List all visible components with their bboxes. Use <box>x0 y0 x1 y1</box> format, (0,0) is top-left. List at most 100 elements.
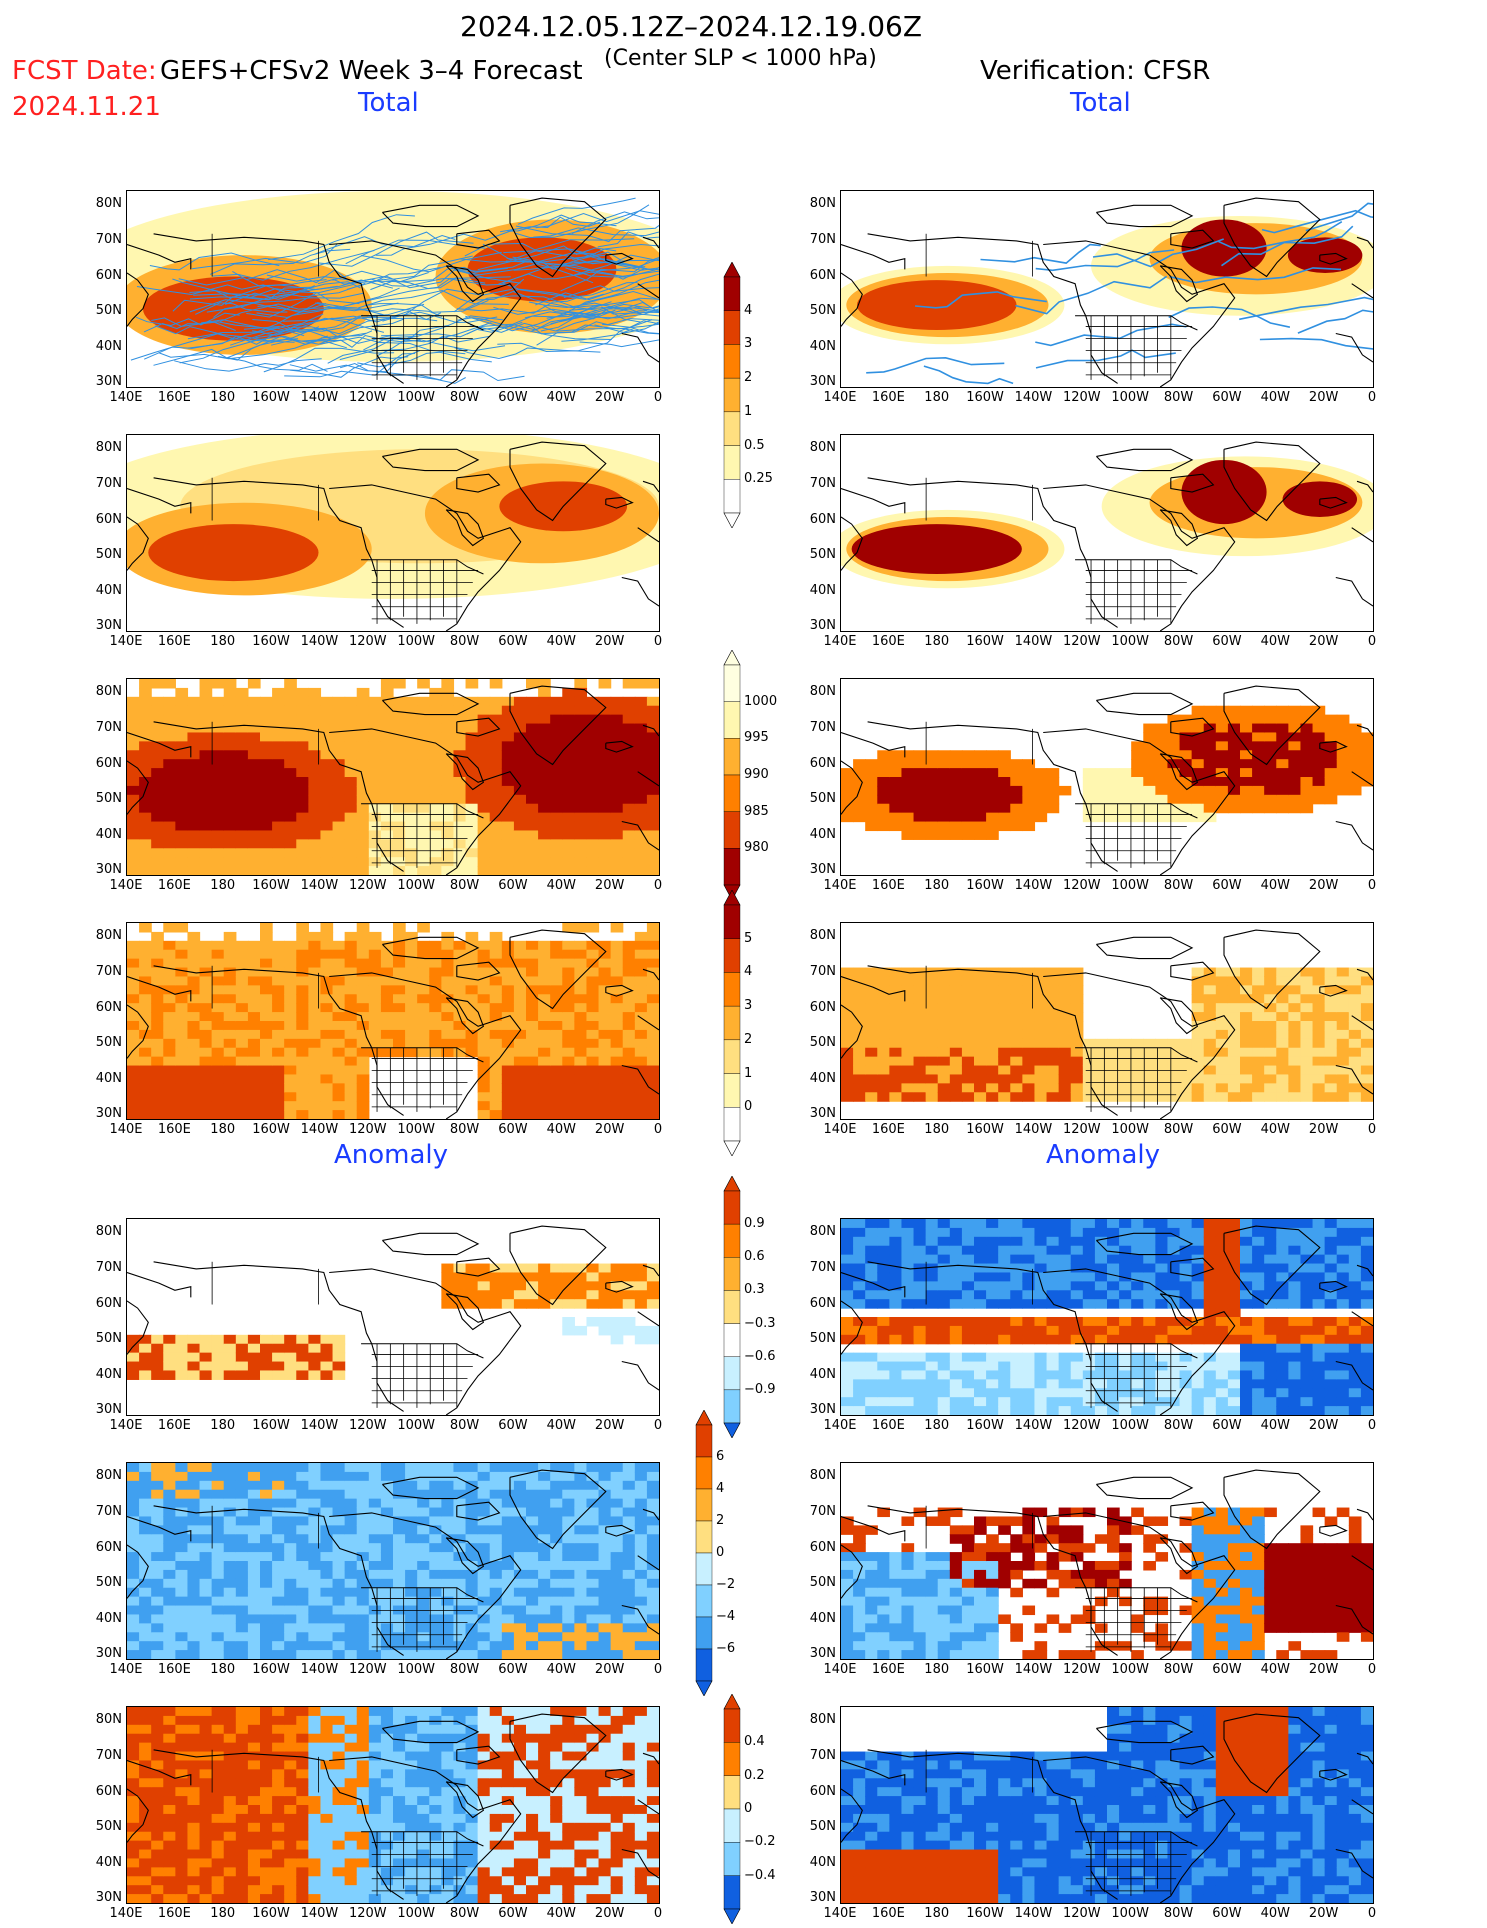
lon-tick: 180 <box>201 1662 245 1677</box>
lon-tick: 0 <box>636 1418 680 1433</box>
lon-tick: 100W <box>394 878 438 893</box>
lon-tick: 40W <box>539 634 583 649</box>
lon-tick: 20W <box>1302 1662 1346 1677</box>
duration-total-colorbar-label: 5 <box>744 931 752 946</box>
obs-duration-panel <box>840 922 1374 1120</box>
lon-tick: 80W <box>443 1418 487 1433</box>
duration-anom-colorbar-label: 0.2 <box>744 1768 765 1783</box>
lon-tick: 180 <box>915 1122 959 1137</box>
lon-tick: 140E <box>818 1662 862 1677</box>
lon-tick: 160W <box>249 1906 293 1921</box>
lon-tick: 120W <box>346 1906 390 1921</box>
lon-tick: 100W <box>394 634 438 649</box>
lon-tick: 140E <box>818 390 862 405</box>
lon-tick: 80W <box>1157 390 1201 405</box>
lon-tick: 120W <box>346 878 390 893</box>
duration-total-colorbar-label: 1 <box>744 1066 752 1081</box>
lon-tick: 160E <box>152 1122 196 1137</box>
lat-tick: 70N <box>802 1748 836 1763</box>
density-anom-colorbar-label: −0.9 <box>744 1382 776 1397</box>
lon-tick: 0 <box>1350 1662 1394 1677</box>
density-anom-colorbar-label: −0.6 <box>744 1349 776 1364</box>
lat-tick: 30N <box>88 1106 122 1121</box>
lon-tick: 60W <box>1205 1122 1249 1137</box>
lon-tick: 120W <box>1060 1418 1104 1433</box>
intensity-anom-colorbar-label: 4 <box>716 1481 724 1496</box>
grid-cells <box>127 679 659 875</box>
lon-tick: 0 <box>636 1906 680 1921</box>
lon-tick: 120W <box>1060 634 1104 649</box>
lat-tick: 70N <box>88 720 122 735</box>
lon-tick: 40W <box>539 1662 583 1677</box>
lat-tick: 80N <box>802 928 836 943</box>
lon-tick: 140E <box>818 1418 862 1433</box>
shading <box>841 216 1373 344</box>
fcst-date-value: 2024.11.21 <box>12 92 161 122</box>
lat-tick: 70N <box>88 232 122 247</box>
density-total-colorbar-label: 2 <box>744 370 752 385</box>
lon-tick: 20W <box>1302 634 1346 649</box>
lon-tick: 20W <box>588 390 632 405</box>
lon-tick: 20W <box>1302 1122 1346 1137</box>
lon-tick: 140E <box>818 634 862 649</box>
lon-tick: 160W <box>249 1662 293 1677</box>
lon-tick: 180 <box>201 1122 245 1137</box>
state-boundaries <box>212 1262 478 1408</box>
lon-tick: 120W <box>346 634 390 649</box>
lon-tick: 160W <box>963 390 1007 405</box>
lon-tick: 180 <box>915 634 959 649</box>
lon-tick: 100W <box>394 1122 438 1137</box>
lat-tick: 80N <box>802 1224 836 1239</box>
lat-tick: 60N <box>88 512 122 527</box>
lat-tick: 40N <box>88 1611 122 1626</box>
lon-tick: 80W <box>443 1662 487 1677</box>
lon-tick: 140E <box>818 878 862 893</box>
grid-cells <box>127 923 659 1119</box>
total-label-left: Total <box>358 88 419 118</box>
lat-tick: 60N <box>802 268 836 283</box>
lat-tick: 40N <box>802 1611 836 1626</box>
lat-tick: 30N <box>88 862 122 877</box>
lon-tick: 180 <box>201 878 245 893</box>
lon-tick: 140W <box>1011 1662 1055 1677</box>
intensity-total-colorbar-label: 990 <box>744 767 769 782</box>
lon-tick: 160E <box>866 878 910 893</box>
lat-tick: 30N <box>88 1402 122 1417</box>
lat-tick: 50N <box>88 303 122 318</box>
grid-cells <box>841 706 1373 840</box>
density-anom-colorbar-label: 0.9 <box>744 1216 765 1231</box>
lon-tick: 140W <box>297 1662 341 1677</box>
lat-tick: 50N <box>88 1819 122 1834</box>
lat-tick: 30N <box>88 374 122 389</box>
lat-tick: 80N <box>802 440 836 455</box>
density-total-colorbar-label: 3 <box>744 336 752 351</box>
fcst-date-label: FCST Date: <box>12 56 157 86</box>
lat-tick: 70N <box>88 1260 122 1275</box>
lat-tick: 60N <box>802 1784 836 1799</box>
lat-tick: 50N <box>88 1331 122 1346</box>
lon-tick: 120W <box>1060 390 1104 405</box>
lon-tick: 140W <box>297 1906 341 1921</box>
lon-tick: 80W <box>1157 1906 1201 1921</box>
lon-tick: 80W <box>443 634 487 649</box>
lon-tick: 60W <box>1205 1418 1249 1433</box>
lat-tick: 40N <box>802 1071 836 1086</box>
lat-tick: 30N <box>802 1890 836 1905</box>
lon-tick: 160E <box>152 1662 196 1677</box>
lon-tick: 80W <box>1157 878 1201 893</box>
lon-tick: 160E <box>866 1122 910 1137</box>
lon-tick: 20W <box>1302 1418 1346 1433</box>
lat-tick: 70N <box>88 1748 122 1763</box>
lat-tick: 50N <box>88 1035 122 1050</box>
lon-tick: 120W <box>1060 1122 1104 1137</box>
lon-tick: 100W <box>394 390 438 405</box>
lon-tick: 160W <box>963 1122 1007 1137</box>
intensity-anom-colorbar-label: 6 <box>716 1449 724 1464</box>
grid-cells <box>127 1463 659 1659</box>
lon-tick: 80W <box>443 878 487 893</box>
lon-tick: 40W <box>539 1418 583 1433</box>
lon-tick: 180 <box>915 1906 959 1921</box>
criterion-text: (Center SLP < 1000 hPa) <box>604 46 877 71</box>
lon-tick: 140W <box>297 878 341 893</box>
lon-tick: 0 <box>1350 1122 1394 1137</box>
